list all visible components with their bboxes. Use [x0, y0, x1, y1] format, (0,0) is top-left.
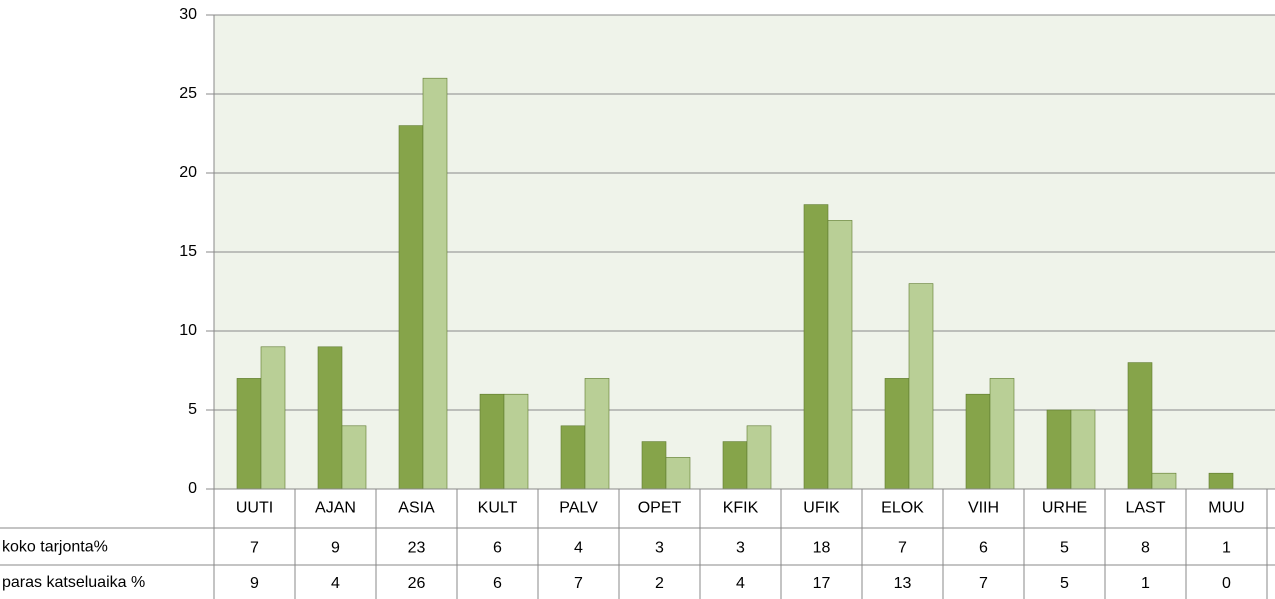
table-cell: 8: [1141, 540, 1150, 557]
table-cell: 3: [655, 540, 664, 557]
table-cell: 0: [1222, 575, 1231, 592]
bar: [1070, 409, 1096, 490]
category-label: OPET: [638, 500, 682, 517]
table-cell: 5: [1060, 575, 1069, 592]
table-cell: 5: [1060, 540, 1069, 557]
bar: [503, 393, 529, 490]
table-cell: 23: [408, 540, 426, 557]
bar: [803, 204, 829, 490]
bar: [341, 425, 367, 490]
category-label: ASIA: [398, 500, 435, 517]
table-cell: 4: [331, 575, 340, 592]
bar: [665, 457, 691, 490]
table-cell: 1: [1222, 540, 1231, 557]
bar: [1046, 409, 1072, 490]
bar: [479, 393, 505, 490]
table-cell: 2: [655, 575, 664, 592]
y-tick-label: 30: [179, 6, 197, 23]
category-label: VIIH: [968, 500, 999, 517]
category-label: MUU: [1208, 500, 1244, 517]
table-cell: 3: [736, 540, 745, 557]
table-cell: 7: [979, 575, 988, 592]
table-row-label: koko tarjonta%: [2, 539, 108, 556]
bar: [1151, 472, 1177, 490]
bar: [317, 346, 343, 490]
table-cell: 7: [898, 540, 907, 557]
table-cell: 18: [813, 540, 831, 557]
table-row-label: paras katseluaika %: [2, 574, 145, 591]
bar: [260, 346, 286, 490]
category-label: UFIK: [803, 500, 840, 517]
table-cell: 9: [250, 575, 259, 592]
category-label: KULT: [478, 500, 518, 517]
category-label: PALV: [559, 500, 598, 517]
category-label: URHE: [1042, 500, 1087, 517]
y-tick-label: 25: [179, 85, 197, 102]
y-tick-label: 0: [188, 480, 197, 497]
bar: [746, 425, 772, 490]
bar: [398, 125, 424, 490]
category-label: KFIK: [723, 500, 759, 517]
bar: [989, 378, 1015, 490]
table-cell: 9: [331, 540, 340, 557]
table-cell: 6: [493, 540, 502, 557]
table-cell: 26: [408, 575, 426, 592]
bar: [965, 393, 991, 490]
bar: [1127, 362, 1153, 490]
bar: [827, 220, 853, 490]
y-tick-label: 10: [179, 322, 197, 339]
bar: [236, 378, 262, 490]
bar: [1208, 472, 1234, 490]
table-cell: 17: [813, 575, 831, 592]
table-cell: 6: [493, 575, 502, 592]
bar: [908, 283, 934, 490]
bar: [422, 77, 448, 490]
table-cell: 1: [1141, 575, 1150, 592]
table-cell: 7: [250, 540, 259, 557]
bar: [722, 441, 748, 490]
category-label: LAST: [1125, 500, 1165, 517]
category-label: UUTI: [236, 500, 273, 517]
category-label: ELOK: [881, 500, 924, 517]
y-tick-label: 20: [179, 164, 197, 181]
y-tick-label: 5: [188, 401, 197, 418]
bar: [560, 425, 586, 490]
table-cell: 4: [574, 540, 583, 557]
table-cell: 4: [736, 575, 745, 592]
category-label: AJAN: [315, 500, 356, 517]
y-tick-label: 15: [179, 243, 197, 260]
bar: [884, 378, 910, 490]
bar: [584, 378, 610, 490]
bar: [641, 441, 667, 490]
table-cell: 7: [574, 575, 583, 592]
table-cell: 6: [979, 540, 988, 557]
table-cell: 13: [894, 575, 912, 592]
